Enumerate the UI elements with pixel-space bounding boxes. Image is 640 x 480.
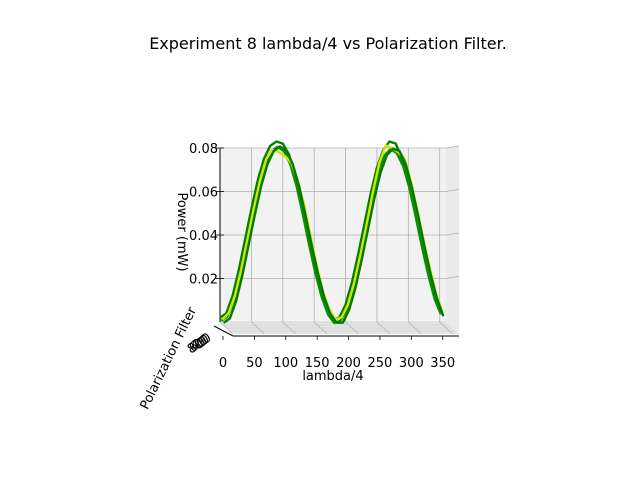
z-tick-label: 0.06: [189, 186, 218, 201]
z-side-grid-line: [445, 145, 460, 149]
side-pane: [446, 146, 459, 334]
z-tick-label: 0.08: [189, 142, 218, 157]
z-side-grid-line: [445, 232, 460, 236]
surface-lines: [219, 140, 445, 325]
tick-labels: 0 50 100 150 200 250 300 3500.020.040.060.08020…: [185, 142, 455, 371]
y-tick-label: 40: [189, 333, 211, 354]
series-line: [222, 145, 445, 324]
x-tick-label: 250: [368, 356, 393, 371]
x-tick-label: 50: [246, 356, 263, 371]
x-axis-label: lambda/4: [302, 369, 363, 384]
x-tick-label: 300: [399, 356, 424, 371]
x-tick-label: 350: [430, 356, 455, 371]
z-side-grid-line: [445, 276, 460, 279]
y-tick-label: 20: [190, 332, 212, 353]
y-axis-label: Polarization Filter: [138, 304, 201, 412]
z-tick-label: 0.04: [189, 229, 218, 244]
x-tick-label: 100: [273, 356, 298, 371]
x-tick-label: 200: [336, 356, 361, 371]
y-tick-label: 80: [185, 336, 207, 357]
z-side-grid-line: [445, 189, 460, 192]
chart-title: Experiment 8 lambda/4 vs Polarization Fi…: [149, 34, 507, 53]
y-axis-line: [213, 325, 234, 337]
z-axis-label: Power (mW): [174, 192, 189, 271]
x-tick-label: 0: [219, 356, 227, 371]
x-tick-label: 150: [305, 356, 330, 371]
z-tick-label: 0.02: [189, 273, 218, 288]
y-tick-label: 60: [187, 335, 209, 356]
